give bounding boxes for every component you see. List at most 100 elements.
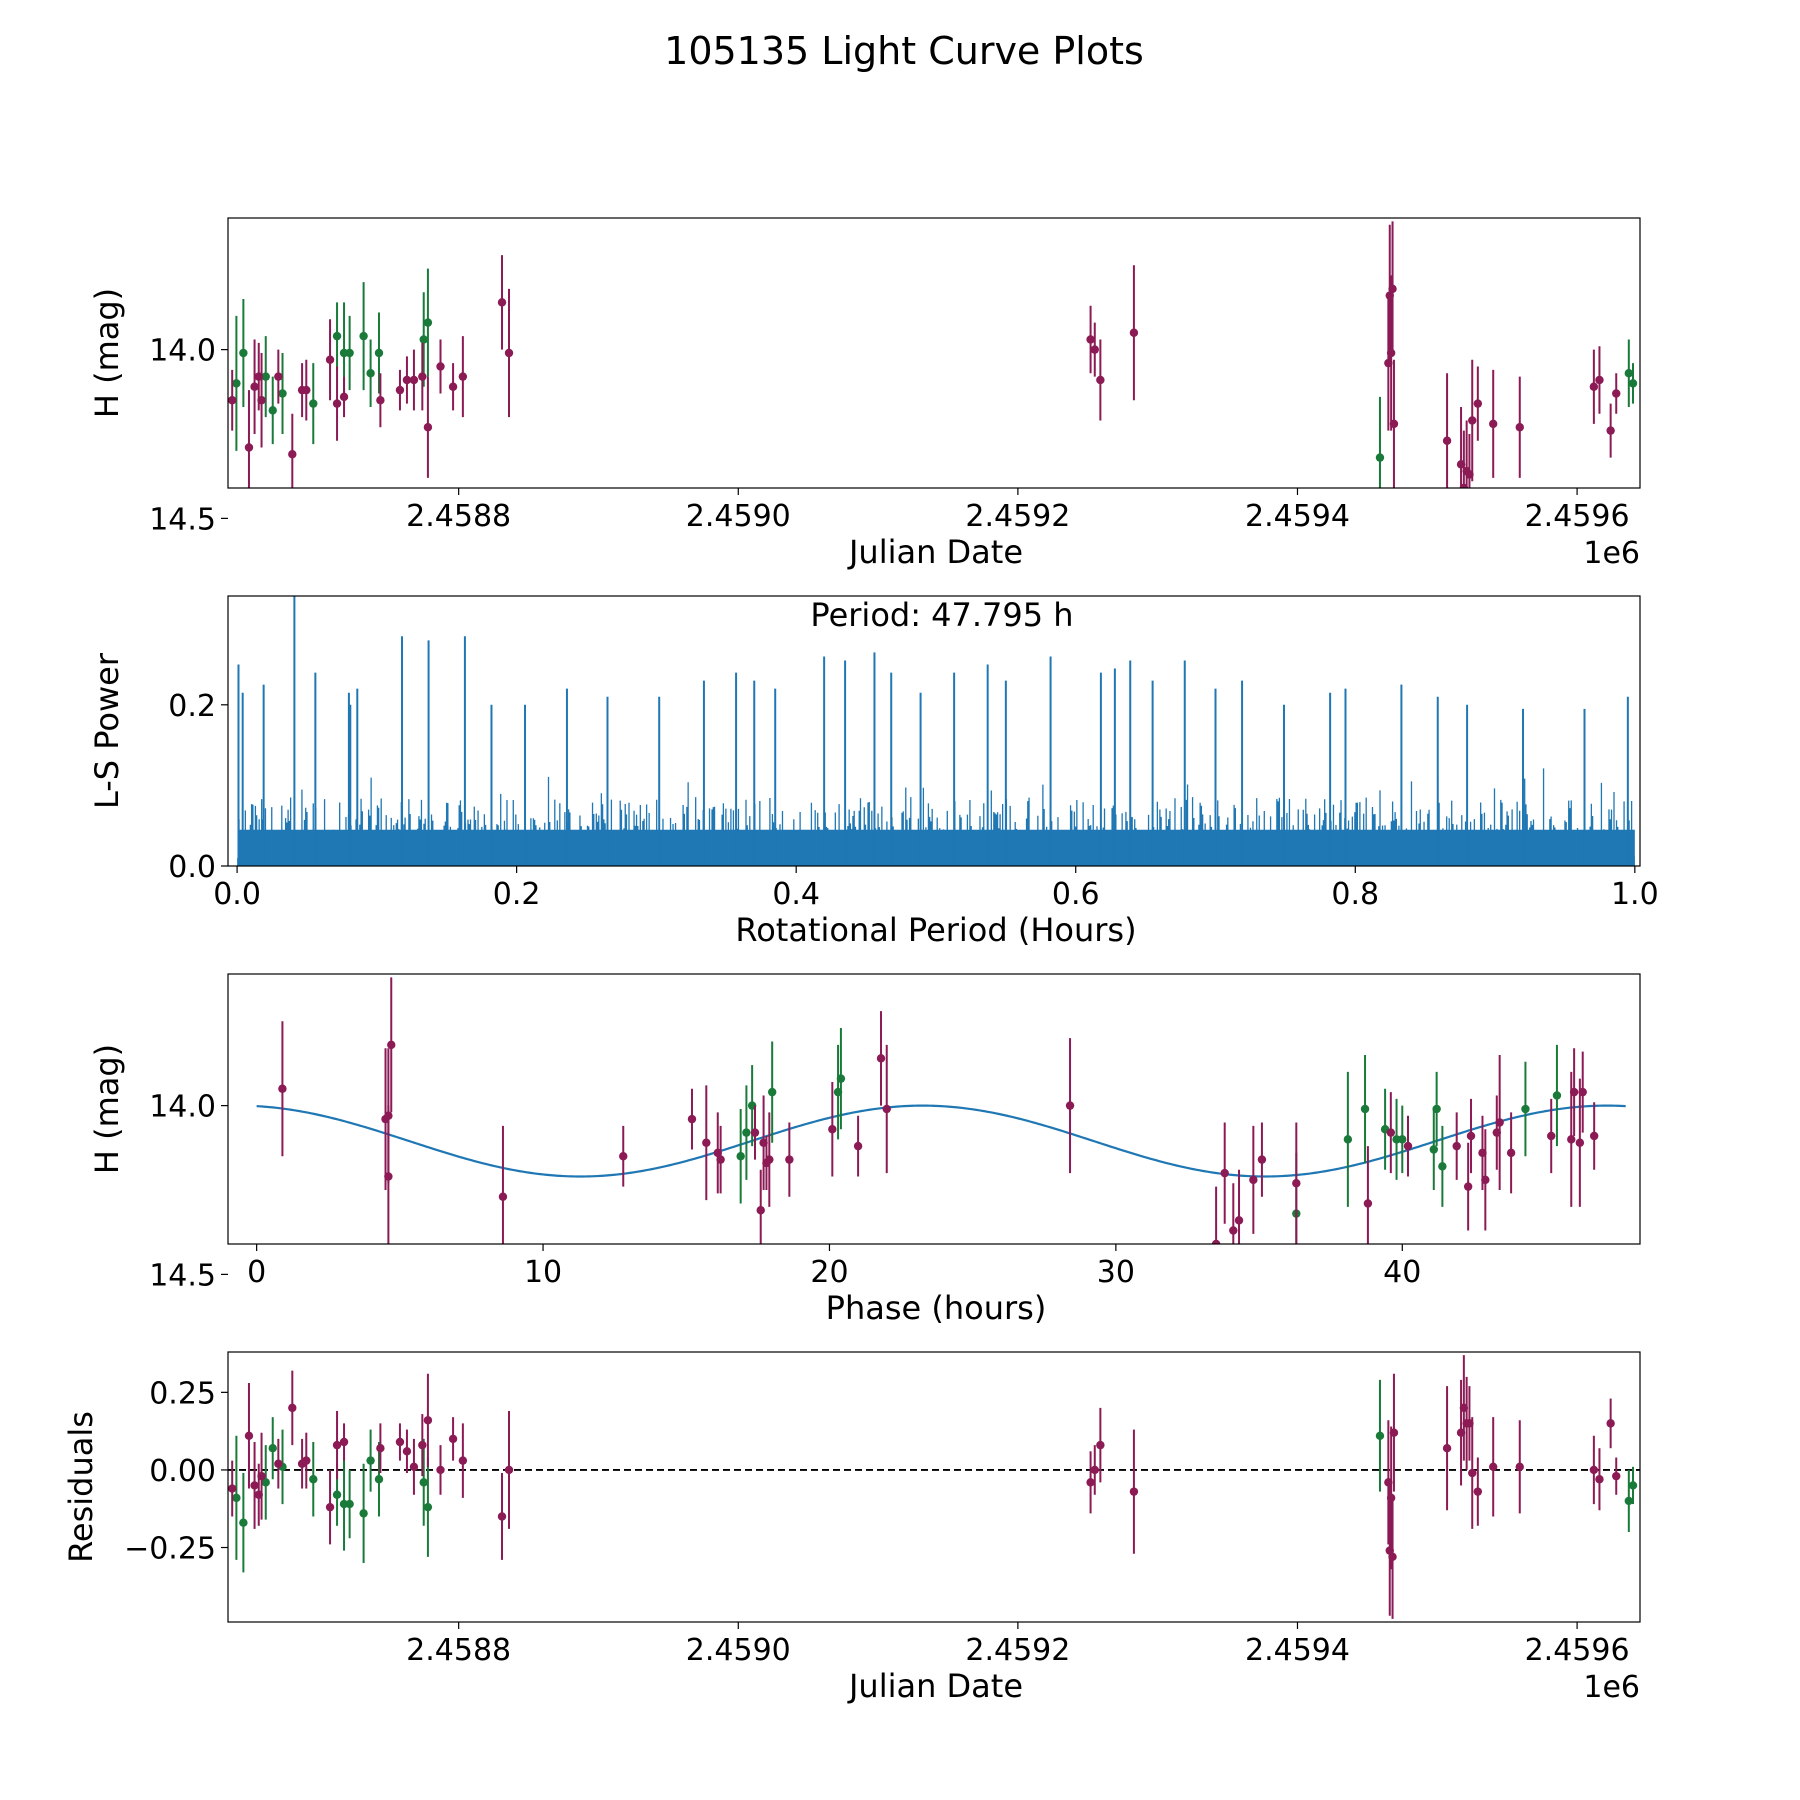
x-axis-label: Julian Date (847, 533, 1023, 571)
data-point (1489, 1462, 1498, 1472)
data-point (1375, 453, 1385, 462)
data-point (302, 1456, 311, 1465)
data-point (339, 392, 349, 402)
data-point (325, 1502, 335, 1512)
data-point (1624, 369, 1634, 378)
data-point (1389, 1428, 1399, 1437)
axes-frame (227, 973, 1641, 1245)
data-point (497, 1512, 507, 1521)
data-point (239, 1518, 248, 1527)
data-point (1567, 1135, 1576, 1144)
data-point (1628, 379, 1638, 388)
data-point (828, 1125, 837, 1134)
data-point (423, 423, 433, 432)
data-point (1612, 1471, 1621, 1481)
data-point (1438, 1162, 1447, 1171)
data-point (250, 1481, 259, 1490)
data-point (274, 372, 283, 381)
panel-1: 2.4588 2.4590 2.4592 2.4594 2.4596 14.5 14.0 Ju… (88, 217, 1641, 571)
data-point (458, 372, 468, 381)
data-point (1220, 1168, 1229, 1178)
data-point (384, 1111, 393, 1120)
data-point (332, 331, 342, 341)
data-point (498, 1192, 508, 1201)
data-point (1090, 1465, 1099, 1475)
data-point (702, 1138, 711, 1147)
data-point (765, 1155, 774, 1164)
data-point (257, 1471, 266, 1481)
data-point (1547, 1131, 1556, 1141)
data-point (1292, 1179, 1301, 1188)
data-point (332, 1490, 342, 1499)
x-tick-label: 2.4588 (406, 499, 511, 534)
data-point (359, 1509, 368, 1518)
data-point (1363, 1199, 1373, 1208)
data-point (325, 355, 335, 364)
x-tick-label: 2.4588 (406, 1633, 511, 1668)
data-point (423, 318, 433, 327)
data-point (504, 1465, 514, 1475)
x-offset-label: 1e6 (1583, 536, 1640, 571)
x-tick-label: 0.6 (1052, 877, 1100, 912)
data-point (1086, 1478, 1095, 1487)
panel-2: 0.0 0.2 0.4 0.6 0.8 1.0 0.0 0.2 Rotational Perio… (88, 595, 1659, 949)
data-point (1257, 1155, 1267, 1164)
data-point (1595, 1475, 1604, 1484)
data-point (1389, 419, 1399, 429)
data-point (742, 1128, 751, 1137)
x-tick-label: 2.4594 (1245, 499, 1350, 534)
data-point (1589, 1465, 1599, 1475)
data-point (1575, 1138, 1585, 1147)
data-point (1481, 1175, 1490, 1185)
x-tick-label: 2.4592 (965, 499, 1070, 534)
data-point (374, 1475, 384, 1484)
data-point (1589, 382, 1599, 391)
x-tick-label: 30 (1097, 1255, 1135, 1290)
x-tick-label: 1.0 (1611, 877, 1659, 912)
data-point (1589, 1131, 1599, 1141)
data-point (1211, 1239, 1221, 1244)
y-axis-label: H (mag) (88, 1044, 126, 1174)
data-point (1065, 1101, 1075, 1110)
data-point (232, 379, 241, 388)
y-axis-label: Residuals (62, 1411, 100, 1563)
x-tick-label: 2.4594 (1245, 1633, 1350, 1668)
data-point (619, 1152, 628, 1161)
data-point (750, 1128, 760, 1137)
data-point (288, 1403, 297, 1413)
data-point (1432, 1104, 1441, 1114)
data-point (504, 348, 514, 358)
data-point (244, 443, 254, 452)
data-point (687, 1114, 697, 1124)
plot-area (237, 596, 1635, 866)
data-point (376, 1444, 385, 1453)
y-tick-label: 14.5 (149, 502, 216, 537)
data-point (376, 396, 385, 405)
x-tick-label: 40 (1383, 1255, 1421, 1290)
data-point (1096, 1440, 1105, 1450)
x-tick-label: 10 (524, 1255, 562, 1290)
data-point (1495, 1118, 1504, 1127)
data-point (1468, 416, 1477, 425)
data-point (785, 1155, 794, 1164)
data-point (268, 1444, 277, 1453)
data-point (274, 1459, 283, 1468)
data-point (1386, 348, 1396, 358)
data-point (1090, 345, 1099, 354)
data-point (1452, 1141, 1461, 1151)
data-point (250, 382, 259, 391)
plot-area (256, 977, 1626, 1244)
data-point (1466, 1131, 1476, 1141)
x-tick-label: 2.4590 (686, 1633, 791, 1668)
axes-frame (227, 595, 1641, 867)
x-axis-label: Phase (hours) (826, 1289, 1047, 1327)
data-point (1398, 1135, 1407, 1144)
series-o (228, 221, 1621, 488)
data-point (1606, 1419, 1615, 1428)
y-tick-label: 0.2 (168, 689, 216, 724)
data-point (359, 331, 368, 341)
data-point (836, 1074, 846, 1083)
data-point (409, 375, 419, 385)
data-point (309, 399, 318, 408)
data-point (268, 406, 277, 415)
